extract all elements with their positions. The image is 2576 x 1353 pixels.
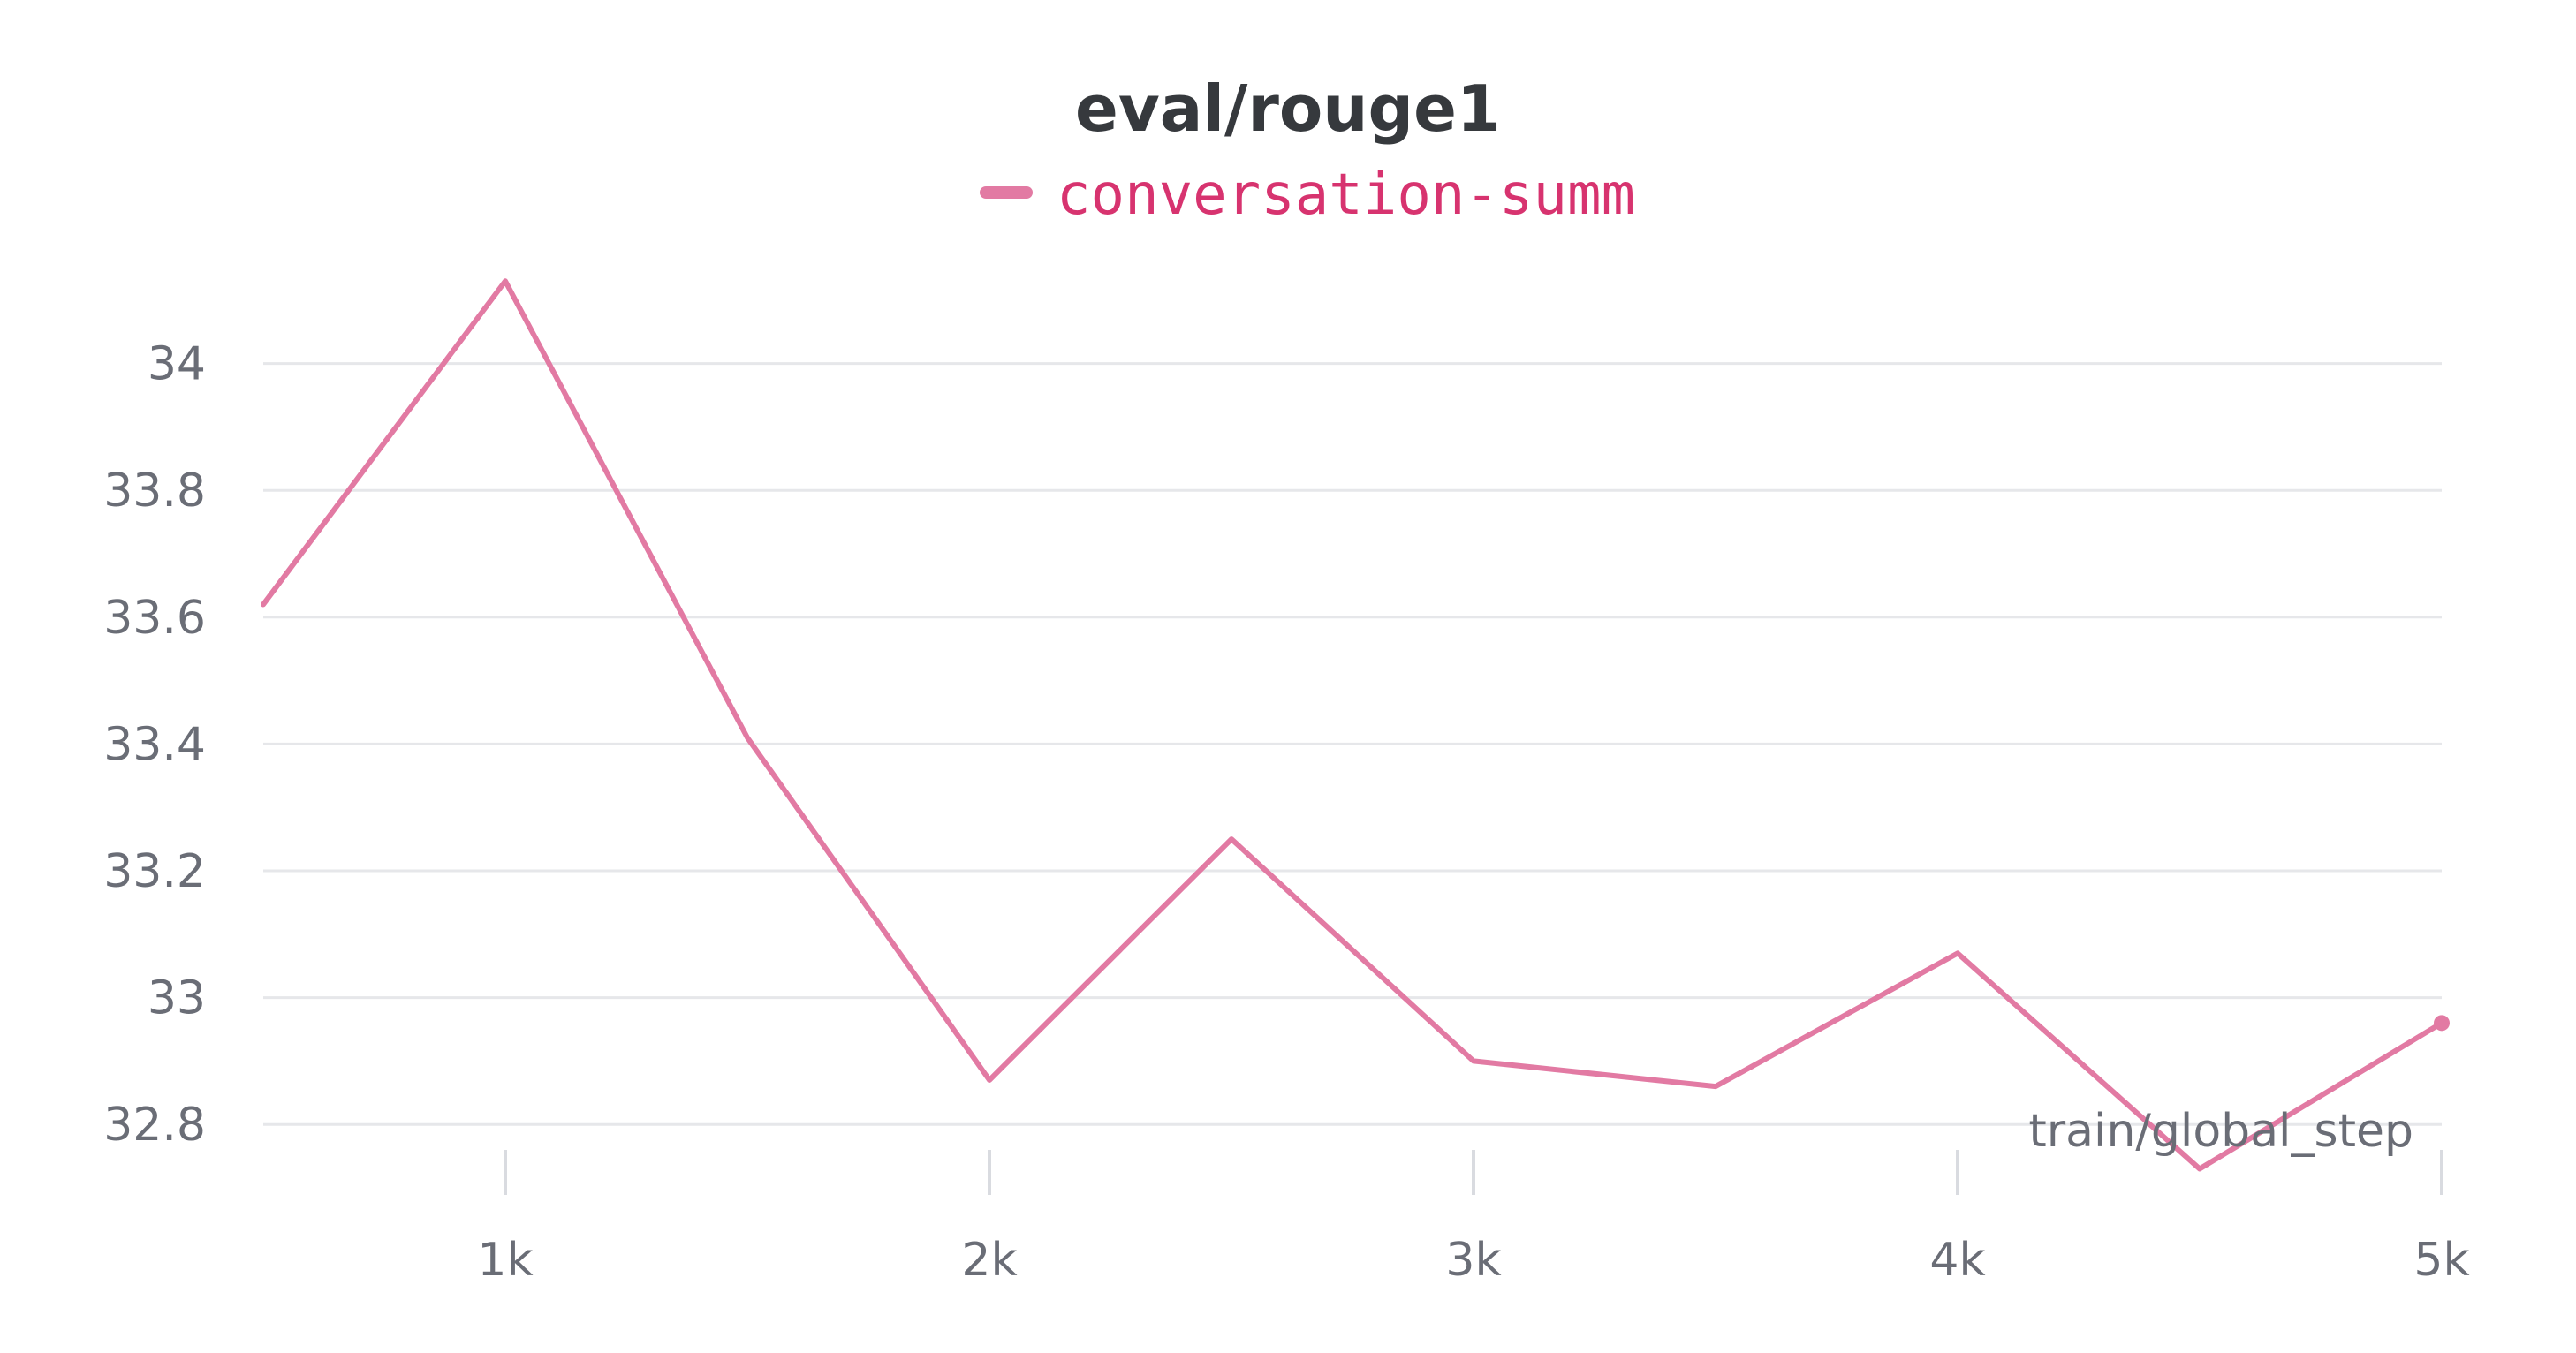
series-line-conversation-summ bbox=[261, 278, 2444, 1172]
y-tick-label: 32.8 bbox=[103, 1099, 206, 1152]
y-tick-label: 33.8 bbox=[103, 465, 206, 518]
series-points-conversation-summ bbox=[263, 281, 2442, 1168]
x-axis-tick-labels: 1k 2k 3k 4k 5k bbox=[477, 1234, 2469, 1287]
y-tick-label: 33.2 bbox=[103, 845, 206, 898]
chart-title: eval/rouge1 bbox=[1075, 72, 1501, 146]
x-tick-label: 4k bbox=[1929, 1234, 1985, 1287]
x-tick-label: 3k bbox=[1445, 1234, 1501, 1287]
x-axis-title: train/global_step bbox=[2028, 1105, 2413, 1158]
y-axis-ticks: 32.8 33 33.2 33.4 33.6 33.8 34 bbox=[103, 338, 206, 1153]
x-tick-label: 2k bbox=[961, 1234, 1017, 1287]
x-axis-ticks bbox=[504, 1150, 2443, 1195]
series-end-marker-conversation-summ bbox=[2434, 1015, 2450, 1032]
legend-label-conversation-summ: conversation-summ bbox=[1057, 163, 1635, 228]
x-tick-label: 5k bbox=[2413, 1234, 2469, 1287]
y-tick-label: 33.4 bbox=[103, 718, 206, 771]
y-tick-label: 33 bbox=[148, 972, 206, 1025]
x-tick-label: 1k bbox=[477, 1234, 533, 1287]
y-grid bbox=[263, 362, 2442, 1126]
y-tick-label: 33.6 bbox=[103, 592, 206, 645]
y-tick-label: 34 bbox=[148, 338, 206, 391]
legend: conversation-summ bbox=[980, 163, 1635, 228]
